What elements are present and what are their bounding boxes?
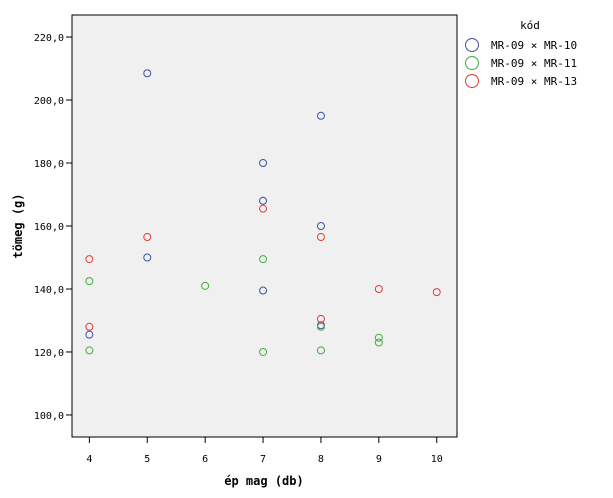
legend-label: MR-09 × MR-13: [491, 75, 577, 88]
x-tick-label: 10: [431, 454, 443, 465]
x-axis-title: ép mag (db): [224, 474, 303, 488]
y-tick-label: 140,0: [34, 285, 64, 296]
legend-title: kód: [520, 19, 540, 32]
x-tick-label: 7: [260, 454, 266, 465]
data-points: [85, 69, 441, 356]
y-tick-label: 100,0: [34, 411, 64, 422]
legend-label: MR-09 × MR-11: [491, 57, 577, 70]
data-point: [259, 159, 268, 168]
data-point: [316, 346, 325, 355]
data-point: [374, 338, 383, 347]
data-point: [85, 322, 94, 331]
x-tick-label: 6: [202, 454, 208, 465]
legend-marker: [465, 56, 479, 70]
data-point: [259, 204, 268, 213]
y-tick-label: 220,0: [34, 33, 64, 44]
y-tick-label: 180,0: [34, 159, 64, 170]
y-axis-title: tömeg (g): [11, 193, 25, 258]
data-point: [143, 69, 152, 78]
data-point: [374, 284, 383, 293]
y-tick-label: 120,0: [34, 348, 64, 359]
y-tick-label: 160,0: [34, 222, 64, 233]
data-point: [316, 111, 325, 120]
data-point: [85, 255, 94, 264]
legend: kód MR-09 × MR-10 MR-09 × MR-11 MR-09 × MR…: [465, 19, 577, 88]
data-point: [432, 288, 441, 297]
data-point: [316, 222, 325, 230]
data-point: [259, 286, 268, 295]
data-point: [316, 322, 325, 331]
data-point: [259, 255, 268, 264]
x-tick-label: 5: [144, 454, 150, 465]
data-point: [316, 314, 325, 323]
data-point: [85, 346, 94, 355]
data-point: [316, 233, 325, 242]
x-tick-label: 9: [376, 454, 382, 465]
x-tick-label: 4: [86, 454, 92, 465]
data-point: [374, 333, 383, 342]
data-point: [259, 196, 268, 205]
x-axis: 4 5 6 7 8 9 10: [86, 437, 443, 465]
data-point: [201, 281, 210, 290]
legend-label: MR-09 × MR-10: [491, 39, 577, 52]
data-point: [85, 330, 94, 339]
y-tick-label: 200,0: [34, 96, 64, 107]
data-point: [143, 233, 152, 242]
plot-area: [71, 14, 458, 438]
y-axis: 100,0 120,0 140,0 160,0 180,0 200,0 220,0: [34, 33, 72, 422]
data-point: [85, 277, 94, 286]
legend-marker: [465, 38, 479, 52]
data-point: [259, 347, 268, 356]
x-tick-label: 8: [318, 454, 324, 465]
data-point: [143, 253, 152, 262]
legend-marker: [465, 74, 479, 88]
